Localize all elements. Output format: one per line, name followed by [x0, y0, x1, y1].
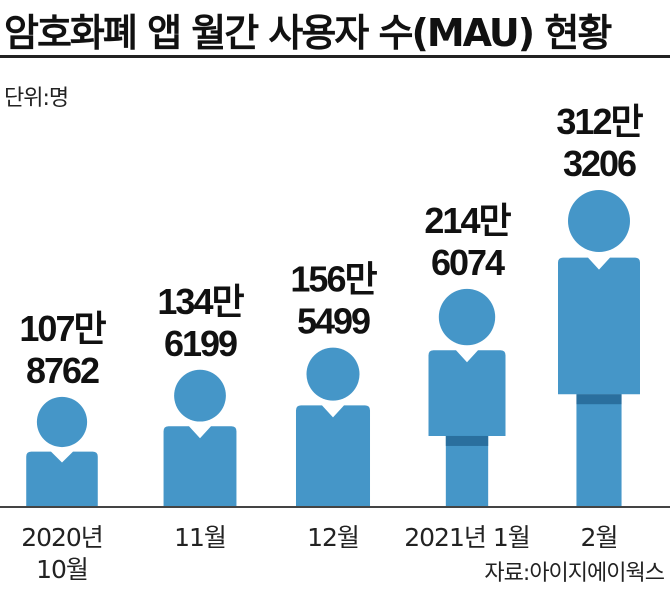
- person-body-icon: [295, 405, 371, 506]
- title-divider: [0, 55, 670, 58]
- x-tick-label: 2월: [581, 523, 618, 552]
- person-head-icon: [438, 288, 496, 346]
- person-bar: [295, 347, 371, 506]
- unit-label: 단위:명: [4, 86, 69, 111]
- data-label-main: 156만: [290, 259, 377, 300]
- x-tick-label: 11월: [174, 523, 226, 552]
- person-belt-icon: [445, 435, 489, 446]
- x-tick-label: 10월: [36, 555, 88, 584]
- data-label-main: 312만: [556, 101, 643, 142]
- chart-title: 암호화폐 앱 월간 사용자 수(MAU) 현황: [4, 11, 612, 55]
- data-label-main: 134만: [157, 281, 244, 322]
- person-body-icon: [428, 350, 506, 436]
- person-head-icon: [36, 396, 88, 448]
- data-label-detail: 8762: [26, 350, 99, 391]
- person-body-icon: [558, 257, 640, 395]
- person-body-icon: [163, 426, 237, 506]
- person-body-icon: [26, 451, 98, 506]
- source-label: 자료:아이지에이웍스: [484, 561, 665, 586]
- data-label-detail: 6074: [431, 242, 505, 283]
- x-tick-label: 2021년 1월: [404, 523, 529, 552]
- data-label-detail: 5499: [297, 301, 370, 342]
- data-label-main: 107만: [19, 308, 106, 349]
- person-bar: [558, 190, 640, 506]
- person-belt-icon: [576, 394, 622, 405]
- person-legs-icon: [576, 394, 622, 506]
- person-bar: [26, 396, 98, 506]
- person-head-icon: [306, 347, 360, 401]
- person-head-icon: [568, 190, 630, 252]
- person-bar: [163, 369, 237, 506]
- data-label-main: 214만: [424, 200, 511, 241]
- x-tick-label: 2020년: [21, 523, 103, 552]
- person-legs-icon: [445, 435, 489, 506]
- data-label-detail: 6199: [164, 323, 237, 364]
- x-tick-label: 12월: [307, 523, 359, 552]
- person-bar: [428, 288, 506, 506]
- person-head-icon: [174, 369, 226, 422]
- data-label-detail: 3206: [563, 143, 636, 184]
